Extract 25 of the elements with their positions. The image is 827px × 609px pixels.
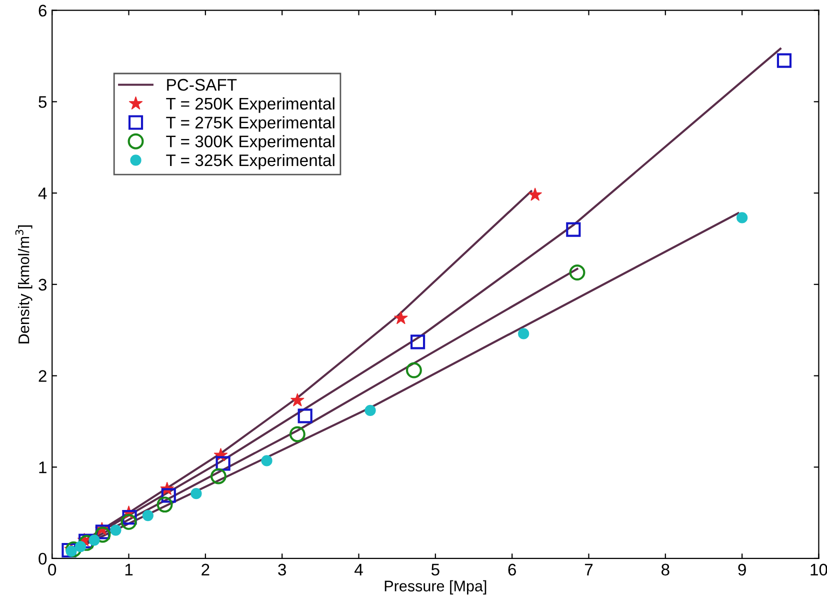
x-tick-label: 9 [738,564,746,576]
x-tick-label: 5 [431,564,440,576]
legend-label: PC-SAFT [167,78,237,91]
legend-label: T = 325K Experimental [166,154,334,170]
x-tick-label: 8 [661,564,670,576]
y-tick-label: 4 [38,188,47,200]
y-tick-label: 3 [38,278,47,291]
legend-label: T = 250K Experimental [166,97,334,113]
legend-label: T = 275K Experimental [166,116,334,132]
y-tick-label: 5 [38,96,47,108]
legend-label: T = 300K Experimental [166,135,334,151]
x-axis-title: Pressure [Mpa] [384,580,486,594]
x-tick-label: 3 [278,564,286,576]
x-tick-label: 1 [125,564,133,576]
x-tick-label: 0 [48,564,56,576]
y-tick-label: 2 [38,370,46,382]
x-tick-label: 2 [202,564,210,576]
x-tick-label: 7 [584,564,593,576]
y-tick-label: 0 [38,552,47,565]
x-tick-label: 10 [810,564,827,576]
x-tick-label: 6 [508,564,516,576]
y-axis-title: Density [kmol/m$^{3}$] [15,225,32,344]
y-tick-label: 6 [38,4,47,17]
y-tick-label: 1 [39,462,46,474]
x-tick-label: 4 [354,564,363,576]
